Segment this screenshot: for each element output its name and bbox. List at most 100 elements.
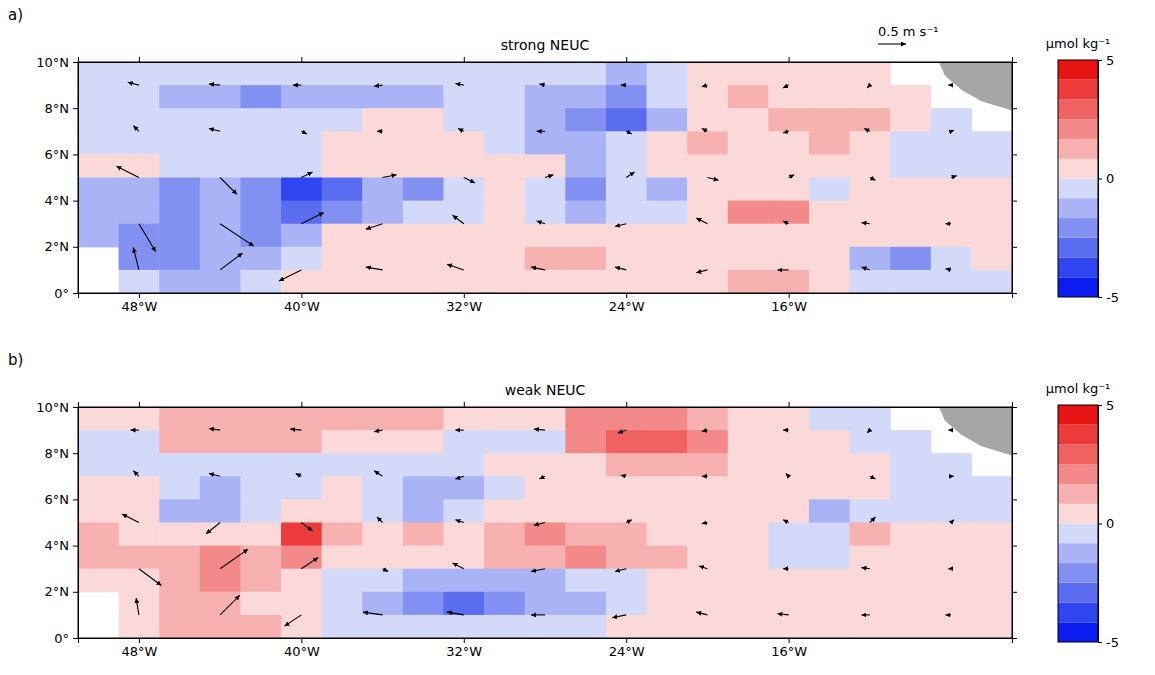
cell [78,569,119,593]
tick-label: 48°W [121,299,157,314]
tick-mark [139,638,140,643]
cell [484,453,525,477]
cell [443,499,484,523]
tick: 4°N [45,538,79,553]
cell [728,592,769,616]
cell [850,85,891,109]
current-vector [618,430,626,433]
current-vector [783,131,789,133]
cell [606,224,647,248]
colorbar-label: µmol kg⁻¹ [1046,381,1111,396]
land [939,407,1012,456]
cell [768,569,809,593]
cell [809,569,850,593]
colorbar-band [1058,563,1098,583]
tick-mark [301,638,302,643]
current-vector [615,267,626,270]
current-vector [945,614,951,615]
cell [119,224,160,248]
cell [606,592,647,616]
cell [525,476,566,500]
cell [362,154,403,178]
cell [403,476,444,500]
current-vector [945,223,951,224]
tick-mark [73,201,78,202]
cell [322,178,363,202]
cell [443,131,484,155]
cell [484,108,525,132]
cell [281,131,322,155]
cell [809,131,850,155]
tick [626,402,627,407]
cell [768,615,809,638]
tick: 16°W [771,293,807,314]
cell [159,108,200,132]
tick [1012,407,1017,408]
tick [1012,201,1017,202]
tick [1012,293,1017,294]
cell [971,178,1012,202]
cell [484,62,525,86]
cell [647,247,688,271]
current-vector [948,85,951,86]
cell [119,523,160,547]
cell [728,546,769,570]
cell [240,615,281,638]
cell [647,430,688,454]
cell [565,453,606,477]
tick-mark [464,57,465,62]
cell [687,108,728,132]
current-vector [626,520,632,523]
cell [119,131,160,155]
cell [809,108,850,132]
cell [647,407,688,431]
cell [119,476,160,500]
current-vector [777,614,788,615]
cell [850,453,891,477]
cell [322,476,363,500]
current-vector [220,178,237,195]
current-vector [783,221,789,224]
cell [890,108,931,132]
cell [159,407,200,431]
tick-mark [1098,179,1102,180]
tick-mark [1012,453,1017,454]
cell [322,546,363,570]
cell [362,247,403,271]
cell [971,546,1012,570]
cell [119,499,160,523]
current-vector [122,514,139,522]
cell [890,476,931,500]
current-vector [696,270,707,273]
cell [78,201,119,225]
axis-line [1013,63,1018,294]
cell [687,154,728,178]
cell [403,154,444,178]
cell [565,615,606,638]
cell [565,85,606,109]
plot-frame [78,407,1012,638]
tick-label: 40°W [284,299,320,314]
cell [728,499,769,523]
cell [200,523,241,547]
cell [119,615,160,638]
tick [789,57,790,62]
cell [606,476,647,500]
panel-title: weak NEUC [505,382,586,398]
tick-label: 5 [1106,53,1114,68]
tick-mark [73,499,78,500]
cell [728,224,769,248]
tick-label: 6°N [45,147,70,162]
cell [443,108,484,132]
current-vector [209,129,220,132]
current-vector [209,84,220,85]
current-vector [301,523,312,531]
cell [78,108,119,132]
cell [200,453,241,477]
cell [525,407,566,431]
cell [606,178,647,202]
current-vector [948,568,951,569]
cell [890,499,931,523]
tick-mark [1012,592,1017,593]
cell [525,499,566,523]
